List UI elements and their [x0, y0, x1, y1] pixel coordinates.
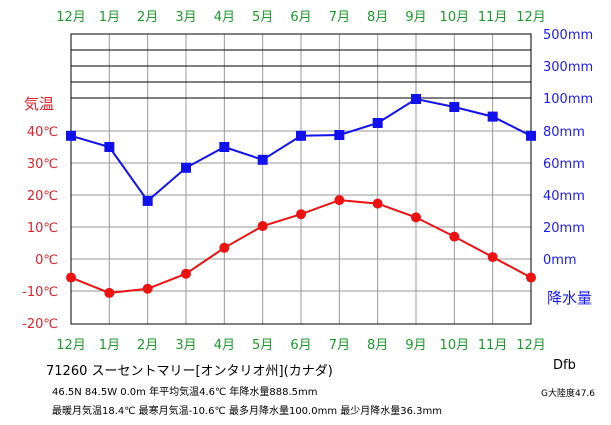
temperature-point	[372, 198, 383, 209]
temperature-point	[104, 287, 115, 298]
plot-frame	[70, 33, 532, 325]
station-name: 71260 スーセントマリー[オンタリオ州](カナダ)	[46, 364, 333, 379]
top-month-labels: 12月 1月 2月 3月 4月 5月 6月 7月 8月 9月 10月 11月 12月	[56, 10, 546, 25]
temperature-point	[66, 272, 76, 283]
month-label-top: 4月	[214, 10, 235, 25]
station-extremes: 最暖月気温18.4℃ 最寒月気温-10.6℃ 最多月降水量100.0mm 最少月…	[52, 406, 442, 417]
precip-tick-label: 100mm	[543, 92, 593, 107]
precip-tick-label: 60mm	[543, 157, 585, 172]
month-label-top: 7月	[329, 10, 350, 25]
month-label-top: 9月	[405, 10, 426, 25]
precipitation-point	[526, 130, 536, 141]
month-label-bottom: 1月	[99, 338, 120, 353]
station-coords: 46.5N 84.5W 0.0m 年平均気温4.6℃ 年降水量888.5mm	[52, 387, 318, 398]
month-label-top: 5月	[252, 10, 273, 25]
month-label-top: 2月	[137, 10, 158, 25]
precipitation-point	[142, 195, 153, 206]
temperature-point	[142, 283, 153, 294]
precipitation-point	[411, 94, 421, 104]
precipitation-point	[296, 130, 306, 141]
month-label-top: 12月	[516, 10, 546, 25]
grid	[71, 34, 531, 324]
temperature-point	[296, 209, 306, 220]
temp-axis-title: 気温	[24, 95, 54, 113]
month-label-top: 8月	[367, 10, 388, 25]
month-label-bottom: 12月	[516, 338, 546, 353]
continentality: G大陸度47.6	[541, 389, 596, 399]
temperature-point	[219, 242, 230, 253]
temp-tick-label: 0℃	[35, 253, 58, 268]
month-label-bottom: 11月	[478, 338, 508, 353]
month-label-top: 11月	[478, 10, 508, 25]
series-layer	[66, 94, 536, 298]
precipitation-point	[334, 130, 345, 140]
month-label-bottom: 4月	[214, 338, 235, 353]
precipitation-point	[66, 130, 76, 141]
month-label-bottom: 6月	[290, 338, 311, 353]
temperature-point	[411, 212, 421, 223]
temp-tick-label: 40℃	[27, 125, 58, 140]
temp-tick-label: -10℃	[22, 285, 58, 300]
precip-tick-label: 500mm	[543, 28, 593, 43]
climate-class: Dfb	[553, 358, 576, 373]
temperature-point	[257, 221, 268, 232]
precipitation-point	[449, 102, 460, 112]
month-label-bottom: 9月	[405, 338, 426, 353]
precipitation-point	[257, 154, 268, 165]
precip-tick-label: 40mm	[543, 189, 585, 204]
temp-tick-labels: 40℃ 30℃ 20℃ 10℃ 0℃ -10℃ -20℃	[22, 125, 58, 332]
temperature-point	[487, 252, 498, 263]
bottom-month-labels: 12月 1月 2月 3月 4月 5月 6月 7月 8月 9月 10月 11月 12月	[56, 338, 546, 353]
precipitation-point	[181, 162, 191, 173]
precip-tick-label: 80mm	[543, 125, 585, 140]
precipitation-point	[372, 118, 383, 128]
precip-axis-title: 降水量	[547, 289, 592, 307]
temperature-point	[526, 272, 536, 283]
precipitation-point	[104, 142, 115, 152]
precip-tick-label: 0mm	[543, 253, 577, 268]
precipitation-point	[219, 142, 230, 152]
month-label-top: 6月	[290, 10, 311, 25]
month-label-top: 1月	[99, 10, 120, 25]
temperature-point	[334, 195, 345, 206]
temp-tick-label: 10℃	[27, 221, 58, 236]
month-label-bottom: 3月	[175, 338, 196, 353]
precip-tick-label: 20mm	[543, 221, 585, 236]
temp-tick-label: 30℃	[27, 157, 58, 172]
month-label-bottom: 2月	[137, 338, 158, 353]
month-label-top: 12月	[56, 10, 86, 25]
precip-tick-labels: 500mm 300mm 100mm 80mm 60mm 40mm 20mm 0mm	[543, 28, 593, 268]
temp-tick-label: 20℃	[27, 189, 58, 204]
month-label-bottom: 10月	[440, 338, 470, 353]
precip-tick-label: 300mm	[543, 60, 593, 75]
temperature-point	[449, 231, 460, 242]
month-label-bottom: 12月	[56, 338, 86, 353]
month-label-bottom: 7月	[329, 338, 350, 353]
month-label-top: 10月	[440, 10, 470, 25]
month-label-top: 3月	[175, 10, 196, 25]
month-label-bottom: 8月	[367, 338, 388, 353]
month-label-bottom: 5月	[252, 338, 273, 353]
precipitation-point	[487, 111, 498, 122]
temp-tick-label: -20℃	[22, 317, 58, 332]
temperature-point	[181, 268, 191, 279]
